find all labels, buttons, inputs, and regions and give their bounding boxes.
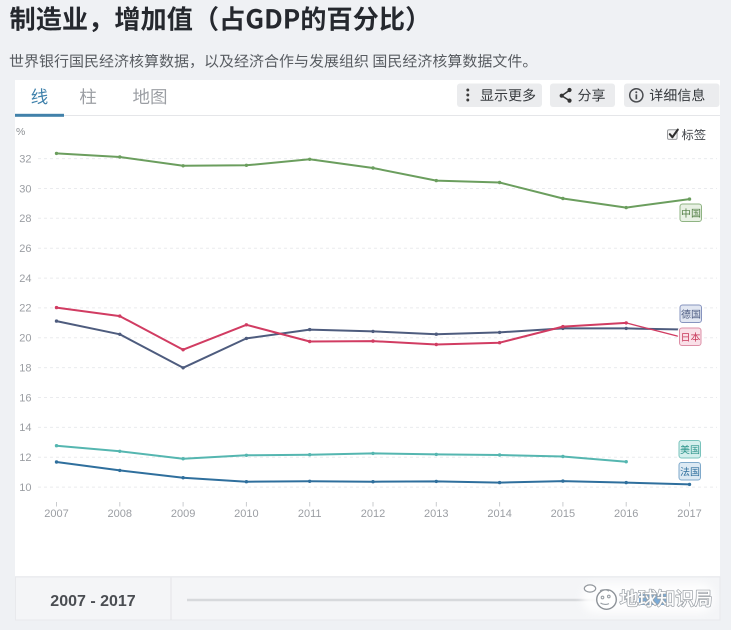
svg-text:%: % (16, 126, 25, 138)
svg-text:22: 22 (19, 303, 31, 315)
svg-text:2017: 2017 (677, 508, 701, 520)
svg-text:2007 - 2017: 2007 - 2017 (50, 593, 136, 610)
svg-text:32: 32 (19, 153, 31, 165)
svg-text:2010: 2010 (234, 508, 258, 520)
svg-text:10: 10 (19, 482, 31, 494)
svg-text:16: 16 (19, 392, 31, 404)
svg-text:14: 14 (19, 422, 31, 434)
svg-text:24: 24 (19, 273, 31, 285)
svg-text:12: 12 (19, 452, 31, 464)
svg-text:30: 30 (19, 183, 31, 195)
svg-text:2011: 2011 (298, 508, 322, 520)
svg-text:28: 28 (19, 213, 31, 225)
svg-text:2016: 2016 (614, 508, 638, 520)
svg-text:26: 26 (19, 243, 31, 255)
svg-text:2014: 2014 (487, 508, 511, 520)
svg-text:20: 20 (19, 333, 31, 345)
svg-text:2012: 2012 (361, 508, 385, 520)
svg-text:18: 18 (19, 362, 31, 374)
svg-text:2015: 2015 (551, 508, 575, 520)
svg-text:2008: 2008 (108, 508, 132, 520)
svg-text:2013: 2013 (424, 508, 448, 520)
svg-text:2009: 2009 (171, 508, 195, 520)
svg-text:2007: 2007 (44, 508, 68, 520)
